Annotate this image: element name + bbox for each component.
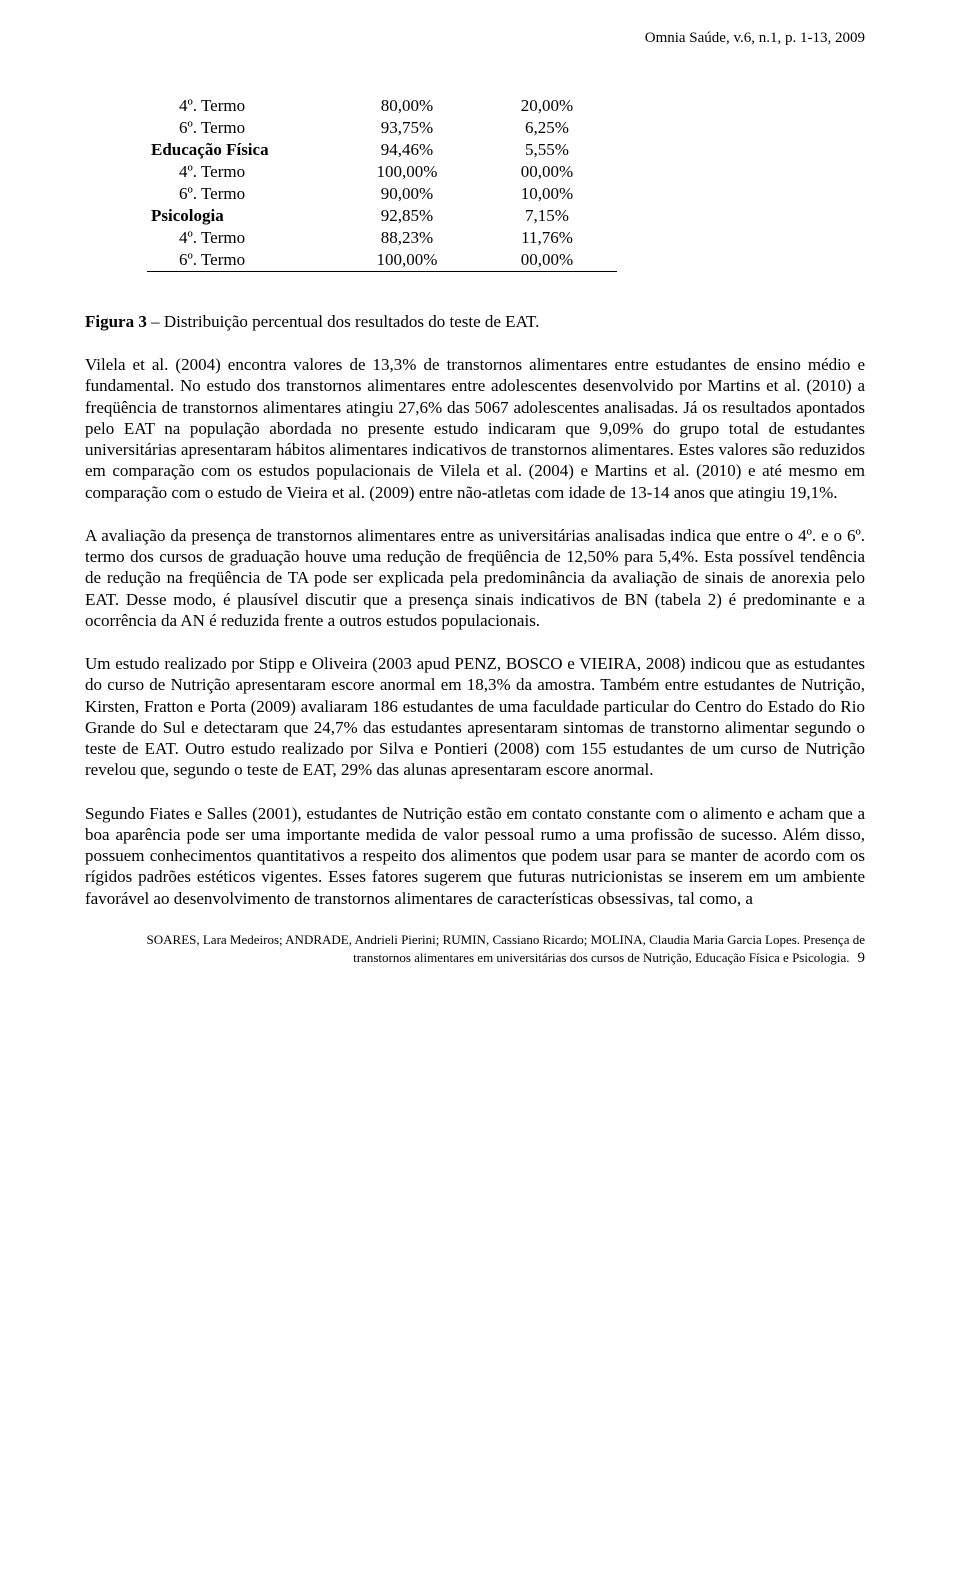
results-table: 4º. Termo80,00%20,00%6º. Termo93,75%6,25… bbox=[147, 95, 617, 272]
paragraph-3: Um estudo realizado por Stipp e Oliveira… bbox=[85, 653, 865, 781]
table-row: 4º. Termo100,00%00,00% bbox=[147, 161, 617, 183]
paragraph-4: Segundo Fiates e Salles (2001), estudant… bbox=[85, 803, 865, 909]
row-label: 4º. Termo bbox=[147, 95, 337, 117]
journal-header: Omnia Saúde, v.6, n.1, p. 1-13, 2009 bbox=[85, 30, 865, 47]
row-label: 4º. Termo bbox=[147, 227, 337, 249]
row-col2: 90,00% bbox=[337, 183, 477, 205]
table-row: 6º. Termo100,00%00,00% bbox=[147, 249, 617, 272]
row-col2: 88,23% bbox=[337, 227, 477, 249]
footer-line-2-wrap: transtornos alimentares em universitária… bbox=[85, 948, 865, 968]
row-col2: 94,46% bbox=[337, 139, 477, 161]
table-row: 6º. Termo93,75%6,25% bbox=[147, 117, 617, 139]
row-col3: 10,00% bbox=[477, 183, 617, 205]
paragraph-2: A avaliação da presença de transtornos a… bbox=[85, 525, 865, 631]
row-label: Psicologia bbox=[147, 205, 337, 227]
row-col2: 92,85% bbox=[337, 205, 477, 227]
table-row: Psicologia92,85%7,15% bbox=[147, 205, 617, 227]
row-col2: 80,00% bbox=[337, 95, 477, 117]
footer-line-1: SOARES, Lara Medeiros; ANDRADE, Andrieli… bbox=[85, 931, 865, 949]
row-col3: 00,00% bbox=[477, 249, 617, 272]
row-col3: 00,00% bbox=[477, 161, 617, 183]
row-col3: 5,55% bbox=[477, 139, 617, 161]
table-row: 4º. Termo80,00%20,00% bbox=[147, 95, 617, 117]
row-label: 6º. Termo bbox=[147, 249, 337, 272]
footer-line-2: transtornos alimentares em universitária… bbox=[353, 950, 849, 965]
table-row: 6º. Termo90,00%10,00% bbox=[147, 183, 617, 205]
row-col3: 11,76% bbox=[477, 227, 617, 249]
row-col2: 93,75% bbox=[337, 117, 477, 139]
table-row: 4º. Termo88,23%11,76% bbox=[147, 227, 617, 249]
row-col3: 6,25% bbox=[477, 117, 617, 139]
figure-caption-text: – Distribuição percentual dos resultados… bbox=[147, 312, 539, 331]
row-col2: 100,00% bbox=[337, 249, 477, 272]
row-col2: 100,00% bbox=[337, 161, 477, 183]
row-label: 6º. Termo bbox=[147, 117, 337, 139]
row-label: 6º. Termo bbox=[147, 183, 337, 205]
page-number: 9 bbox=[850, 950, 866, 966]
paragraph-1: Vilela et al. (2004) encontra valores de… bbox=[85, 354, 865, 503]
row-label: Educação Física bbox=[147, 139, 337, 161]
row-label: 4º. Termo bbox=[147, 161, 337, 183]
row-col3: 7,15% bbox=[477, 205, 617, 227]
footer: SOARES, Lara Medeiros; ANDRADE, Andrieli… bbox=[85, 931, 865, 969]
figure-label: Figura 3 bbox=[85, 312, 147, 331]
table-row: Educação Física94,46%5,55% bbox=[147, 139, 617, 161]
row-col3: 20,00% bbox=[477, 95, 617, 117]
figure-caption: Figura 3 – Distribuição percentual dos r… bbox=[85, 312, 865, 332]
